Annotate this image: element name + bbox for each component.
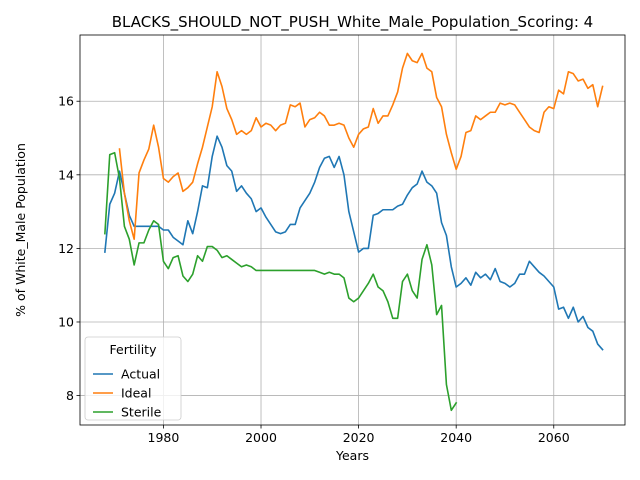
x-tick-label: 2040 (440, 430, 472, 445)
series-line-ideal (118, 52, 604, 240)
series-lines (104, 52, 604, 412)
legend-label-sterile: Sterile (121, 405, 162, 420)
y-axis-title: % of White_Male Population (13, 143, 28, 317)
x-axis-title: Years (335, 448, 369, 463)
grid-lines (80, 35, 625, 425)
legend-label-ideal: Ideal (121, 386, 151, 401)
legend-box (84, 336, 182, 421)
y-axis-ticks: 8 10 12 14 16 (58, 94, 80, 403)
x-tick-label: 1980 (148, 430, 180, 445)
legend: Fertility Actual Ideal Sterile (84, 336, 182, 421)
y-tick-label: 16 (58, 94, 74, 109)
legend-label-actual: Actual (121, 367, 160, 382)
chart-title: BLACKS_SHOULD_NOT_PUSH_White_Male_Popula… (112, 13, 593, 32)
x-tick-label: 2000 (245, 430, 277, 445)
y-tick-label: 10 (58, 314, 74, 329)
y-tick-label: 8 (66, 388, 74, 403)
y-tick-label: 12 (58, 241, 74, 256)
x-tick-label: 2020 (343, 430, 375, 445)
x-tick-label: 2060 (538, 430, 570, 445)
y-tick-label: 14 (58, 167, 74, 182)
plot-frame (79, 34, 626, 426)
legend-title: Fertility (110, 342, 158, 357)
series-line-sterile (104, 151, 458, 412)
x-axis-ticks: 1980 2000 2020 2040 2060 (148, 425, 570, 445)
series-line-actual (104, 135, 604, 351)
